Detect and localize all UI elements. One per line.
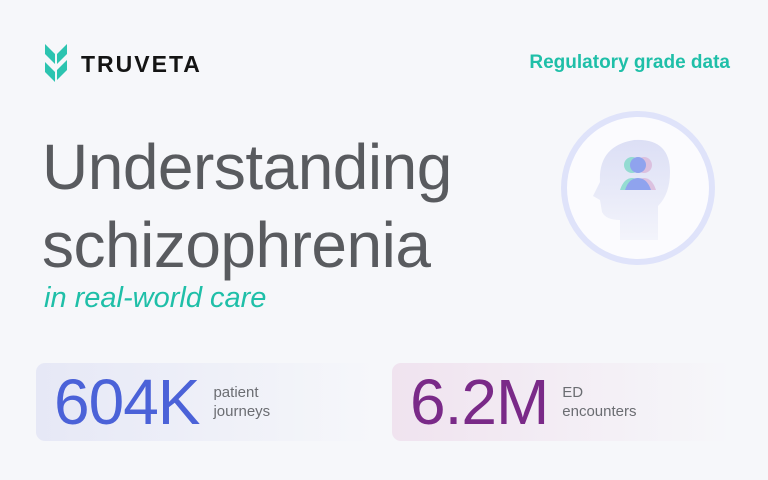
stat-label-line: ED: [562, 384, 584, 401]
truveta-logo: TRUVETA: [43, 42, 202, 86]
stat-label: ED encounters: [562, 383, 636, 421]
stat-ed-encounters: 6.2M ED encounters: [392, 363, 732, 441]
brand-name: TRUVETA: [81, 50, 202, 77]
stat-value: 6.2M: [410, 366, 549, 438]
head-with-people-icon: [561, 111, 715, 265]
truveta-leaf-icon: [45, 44, 67, 82]
stat-label: patient journeys: [213, 383, 270, 421]
subtitle: in real-world care: [44, 282, 267, 314]
stat-label-line: journeys: [213, 403, 271, 420]
stat-label-line: patient: [213, 384, 259, 401]
page-title: Understanding schizophrenia: [42, 128, 452, 284]
title-line-2: schizophrenia: [42, 209, 431, 281]
stat-label-line: encounters: [562, 403, 637, 420]
tagline: Regulatory grade data: [529, 52, 730, 73]
stat-value: 604K: [54, 366, 200, 438]
stat-patient-journeys: 604K patient journeys: [36, 363, 376, 441]
title-line-1: Understanding: [42, 131, 452, 203]
